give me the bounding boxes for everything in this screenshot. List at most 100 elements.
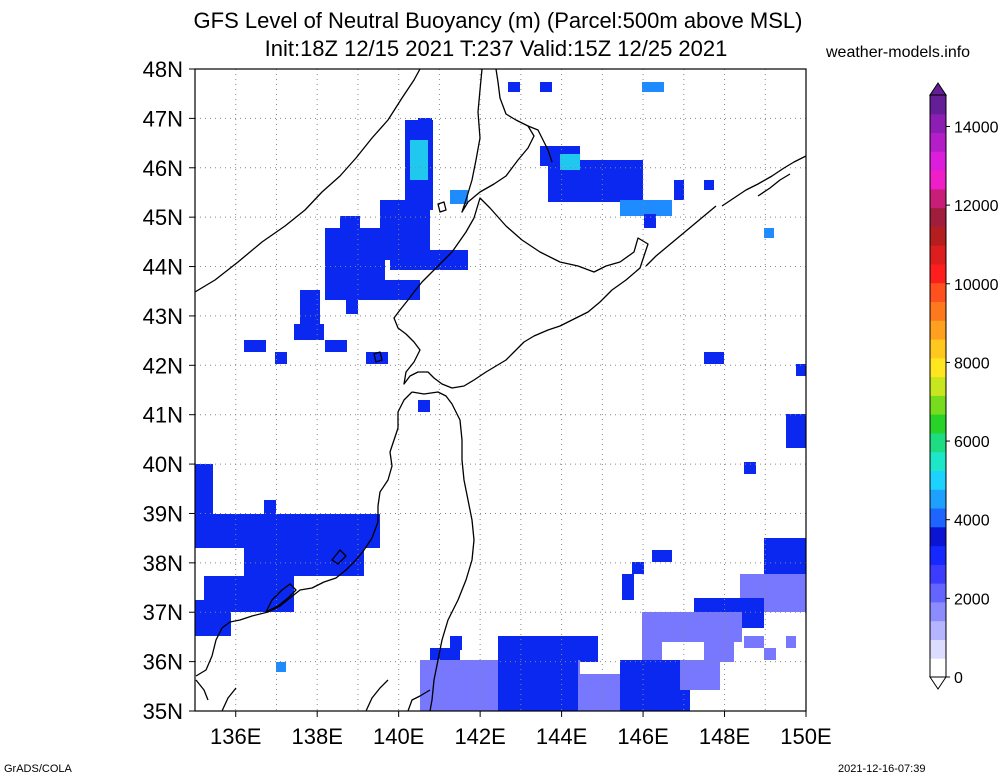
colorbar-segment: [930, 151, 946, 171]
colorbar-top-arrow: [929, 82, 947, 96]
field-cell: [704, 642, 734, 662]
lon-label: 138E: [292, 724, 343, 749]
lon-label: 144E: [536, 724, 587, 749]
field-cell: [674, 180, 684, 200]
lat-label: 39N: [143, 501, 183, 526]
colorbar-segment: [930, 170, 946, 190]
field-cell: [744, 636, 764, 648]
field-cell: [195, 514, 380, 548]
colorbar: 0 2000 4000 6000 8000 10000 12000 14000: [929, 82, 999, 690]
field-cell: [764, 228, 774, 238]
colorbar-label: 4000: [954, 513, 990, 530]
lon-label: 146E: [617, 724, 668, 749]
field-cell: [294, 324, 324, 340]
field-cell: [244, 340, 266, 352]
lat-label: 35N: [143, 699, 183, 724]
colorbar-label: 10000: [954, 277, 999, 294]
site-credit: weather-models.info: [826, 44, 971, 61]
field-cell: [644, 214, 656, 228]
colorbar-label: 14000: [954, 119, 999, 136]
colorbar-segment: [930, 113, 946, 134]
lat-label: 48N: [143, 57, 183, 82]
footer-timestamp: 2021-12-16-07:39: [838, 763, 926, 775]
colorbar-segment: [930, 207, 946, 227]
colorbar-segment: [930, 263, 946, 284]
lat-label: 47N: [143, 106, 183, 131]
colorbar-label: 2000: [954, 591, 990, 608]
lat-label: 43N: [143, 304, 183, 329]
grid-lines: [195, 69, 806, 711]
field-cell: [430, 648, 460, 662]
lat-label: 42N: [143, 353, 183, 378]
colorbar-segment: [930, 339, 946, 359]
field-cell: [418, 400, 430, 412]
field-cell: [680, 660, 720, 690]
colorbar-label: 12000: [954, 198, 999, 215]
field-cell: [276, 662, 286, 672]
field-cell: [786, 414, 806, 448]
field-cell: [540, 82, 552, 92]
colorbar-frame: [929, 94, 947, 678]
lat-label: 45N: [143, 205, 183, 230]
lat-label: 36N: [143, 650, 183, 675]
lat-label: 46N: [143, 156, 183, 181]
field-cell: [642, 642, 662, 662]
field-cell: [450, 190, 468, 204]
lon-label: 148E: [699, 724, 750, 749]
colorbar-segment: [930, 545, 946, 565]
field-cell: [764, 648, 776, 660]
field-cell: [195, 464, 213, 514]
coastlines: [195, 69, 806, 711]
colorbar-segment: [930, 226, 946, 246]
field-cell: [560, 154, 580, 170]
field-cell: [704, 180, 714, 190]
field-cell: [796, 364, 806, 376]
field-cell: [620, 660, 690, 711]
plot-frame: [194, 68, 807, 712]
title-line-2: Init:18Z 12/15 2021 T:237 Valid:15Z 12/2…: [264, 36, 728, 61]
colorbar-label: 8000: [954, 355, 990, 372]
lat-label: 37N: [143, 600, 183, 625]
field-cell: [275, 352, 287, 364]
colorbar-segment: [930, 376, 946, 396]
field-cell: [418, 118, 432, 134]
colorbar-segment: [930, 620, 946, 640]
field-cell: [450, 636, 462, 650]
colorbar-segment: [930, 320, 946, 340]
colorbar-segment: [930, 583, 946, 603]
lon-label: 136E: [210, 724, 261, 749]
lon-label: 142E: [454, 724, 505, 749]
field-cell: [498, 636, 598, 662]
field-cell: [325, 340, 347, 352]
axes: 136E 138E 140E 142E 144E 146E 148E 150E 35N 36N 37…: [143, 57, 832, 749]
colorbar-bottom-arrow: [929, 676, 947, 690]
colorbar-segment: [930, 451, 946, 471]
colorbar-segment: [930, 95, 946, 115]
lat-label: 40N: [143, 452, 183, 477]
lon-label: 150E: [780, 724, 831, 749]
field-cell: [244, 548, 364, 576]
field-cell: [642, 82, 664, 92]
lat-label: 41N: [143, 403, 183, 428]
field-cell: [704, 352, 724, 364]
field-cell: [642, 612, 742, 642]
field-cell: [366, 352, 388, 364]
colorbar-segment: [930, 188, 946, 209]
colorbar-segment: [930, 282, 946, 303]
title-line-1: GFS Level of Neutral Buoyancy (m) (Parce…: [193, 8, 803, 33]
colorbar-segment: [930, 639, 946, 659]
field-cell: [390, 250, 468, 270]
colorbar-label: 6000: [954, 434, 990, 451]
colorbar-segment: [930, 357, 946, 378]
field-cell: [410, 140, 428, 180]
field-cell: [300, 290, 320, 330]
field-cell: [340, 216, 360, 236]
field-cell: [498, 660, 578, 711]
colorbar-segment: [930, 414, 946, 434]
lat-label: 44N: [143, 255, 183, 280]
field-cell: [744, 462, 756, 474]
field-cell: [620, 200, 672, 216]
footer-software: GrADS/COLA: [4, 763, 72, 775]
colorbar-segment: [930, 658, 946, 678]
colorbar-label: 0: [954, 670, 963, 687]
